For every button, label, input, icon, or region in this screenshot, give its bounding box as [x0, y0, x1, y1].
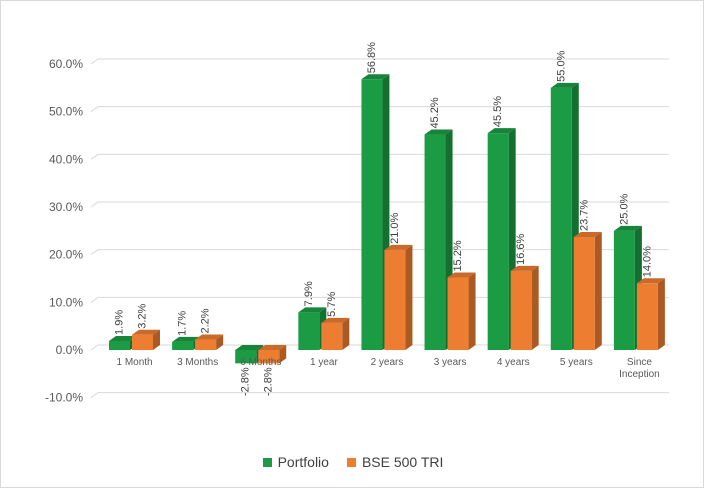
data-label: 1.9%: [114, 310, 126, 335]
bar-side: [342, 317, 350, 350]
legend-label-bse500: BSE 500 TRI: [361, 454, 444, 470]
data-label: -2.8%: [240, 367, 252, 396]
y-tick-label: 40.0%: [49, 152, 83, 166]
bar-top: [132, 329, 160, 335]
data-label: 14.0%: [641, 246, 653, 277]
bar: [424, 134, 446, 350]
gridline: [90, 58, 669, 65]
bar-top: [550, 82, 579, 88]
bar: [235, 350, 257, 364]
bar-top: [361, 74, 390, 80]
data-label: 5.7%: [326, 292, 338, 317]
y-tick-label: 0.0%: [56, 343, 84, 357]
gridline: [90, 201, 669, 208]
gridline: [90, 153, 669, 160]
legend-item-portfolio: Portfolio: [262, 454, 329, 470]
bar: [447, 277, 469, 350]
gridline: [90, 296, 669, 303]
x-tick-label: 6 Months: [240, 357, 281, 368]
bar-side: [657, 278, 665, 350]
bar: [510, 270, 532, 350]
bar: [361, 79, 383, 351]
bar: [258, 350, 280, 364]
x-tick-label: 3 Months: [177, 357, 218, 368]
gridline: [90, 344, 669, 351]
x-tick-label: Since: [627, 357, 652, 368]
x-tick-label: 1 Month: [116, 357, 152, 368]
y-tick-label: 60.0%: [49, 57, 83, 71]
data-label: 15.2%: [452, 240, 464, 271]
bar-top: [384, 244, 413, 250]
y-tick-label: 10.0%: [49, 295, 83, 309]
bar-top: [487, 128, 516, 134]
bar-top: [573, 232, 602, 238]
data-label: 2.2%: [200, 308, 212, 333]
data-label: 1.7%: [177, 311, 189, 336]
bar-top: [298, 307, 327, 313]
bar-side: [153, 329, 160, 350]
x-tick-label: 3 years: [434, 357, 467, 368]
bar: [487, 133, 509, 350]
bar-side: [405, 244, 413, 350]
bar-top: [636, 278, 665, 284]
bar-side: [279, 345, 287, 364]
data-label: 23.7%: [578, 200, 590, 231]
legend-label-portfolio: Portfolio: [277, 454, 329, 470]
bar-side: [216, 334, 224, 350]
data-label: 45.5%: [492, 96, 504, 127]
bar: [573, 237, 595, 350]
legend-item-bse500: BSE 500 TRI: [346, 454, 444, 470]
bar: [321, 322, 343, 350]
bar-side: [531, 265, 539, 350]
bar-side: [468, 272, 476, 350]
x-tick-label: 5 years: [560, 357, 593, 368]
bar-top: [109, 335, 137, 341]
x-tick-label: 4 years: [497, 357, 530, 368]
bar: [384, 249, 406, 350]
bar-top: [424, 129, 453, 135]
gridline: [90, 392, 669, 399]
bar-top: [613, 225, 642, 231]
bar: [636, 283, 658, 350]
gridline: [90, 106, 669, 113]
bar-side: [594, 232, 602, 350]
data-label: 56.8%: [366, 42, 378, 73]
bar: [298, 312, 320, 350]
data-label: 16.6%: [515, 233, 527, 264]
bar-top: [235, 345, 264, 350]
bar-top: [195, 334, 224, 340]
x-tick-label: 2 years: [371, 357, 404, 368]
data-label: 45.2%: [429, 97, 441, 128]
y-tick-label: 30.0%: [49, 200, 83, 214]
data-label: 55.0%: [555, 50, 567, 81]
legend-swatch-bse500: [346, 457, 356, 467]
bar: [613, 230, 635, 350]
data-label: 7.9%: [303, 281, 315, 306]
gridline: [90, 249, 669, 256]
x-tick-label: 1 year: [310, 357, 338, 368]
legend: Portfolio BSE 500 TRI: [1, 454, 704, 470]
legend-swatch-portfolio: [262, 457, 272, 467]
bar-top: [172, 336, 201, 342]
data-label: 3.2%: [137, 303, 149, 328]
bar-chart: 60.0% 50.0% 40.0% 30.0% 20.0% 10.0% 0.0% -10.0%…: [45, 42, 669, 405]
bar-top: [447, 272, 476, 278]
bar: [132, 334, 153, 350]
y-tick-label: 50.0%: [49, 105, 83, 119]
bar: [172, 341, 194, 350]
bar: [195, 339, 217, 350]
x-tick-label: Inception: [619, 369, 660, 380]
y-tick-label: 20.0%: [49, 248, 83, 262]
bar: [550, 87, 572, 350]
bar: [109, 340, 130, 350]
data-label: 21.0%: [389, 212, 401, 243]
data-label: -2.8%: [263, 367, 275, 396]
y-tick-label: -10.0%: [45, 391, 83, 405]
bar-top: [321, 317, 350, 323]
bar-top: [510, 265, 539, 271]
bar-top: [258, 345, 287, 350]
data-label: 25.0%: [618, 193, 630, 224]
